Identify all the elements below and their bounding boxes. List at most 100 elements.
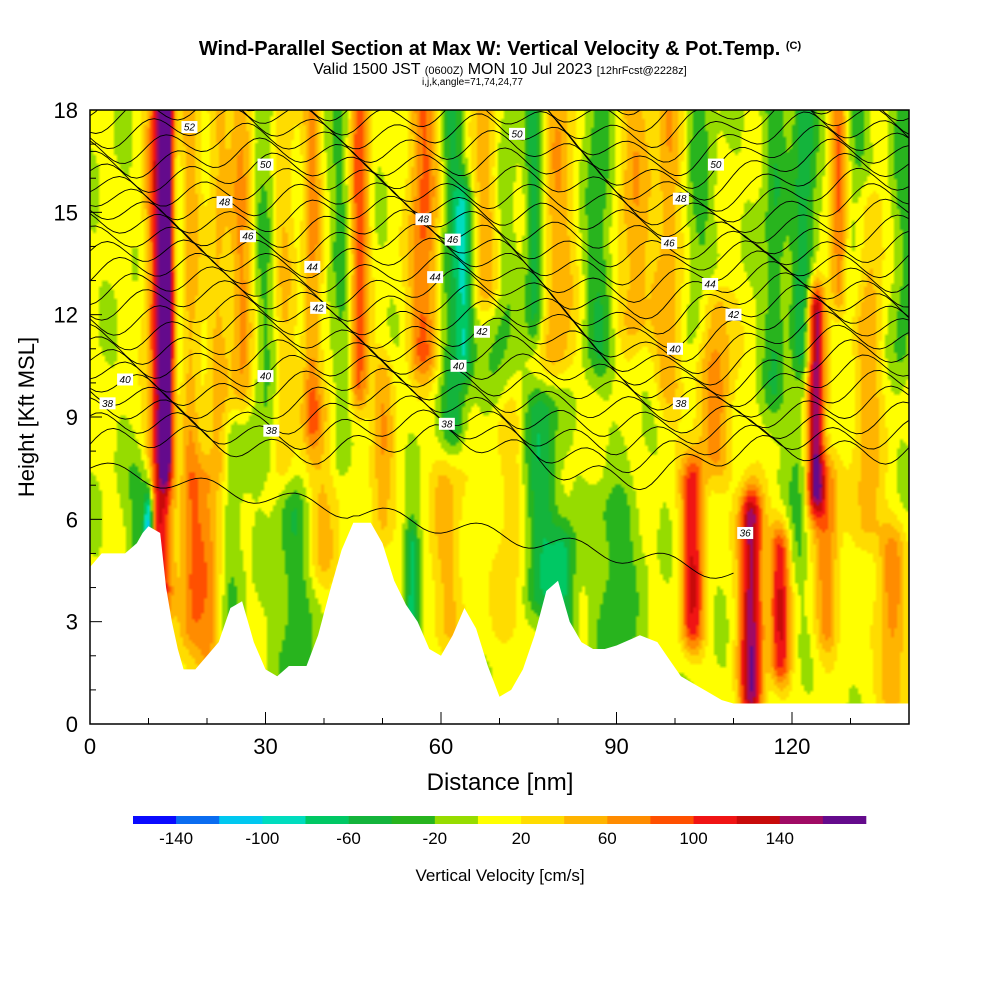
y-tick-label: 9	[66, 405, 78, 430]
theta-contour	[90, 339, 909, 399]
colorbar-segment	[219, 816, 263, 824]
x-tick-label: 90	[604, 734, 628, 759]
theta-label: 46	[661, 237, 678, 250]
theta-label: 38	[672, 397, 689, 410]
colorbar-segment	[607, 816, 651, 824]
svg-text:52: 52	[184, 123, 196, 134]
chart-subtitle: Valid 1500 JST (0600Z) MON 10 Jul 2023 […	[0, 61, 1000, 79]
theta-contour	[90, 409, 909, 474]
svg-text:50: 50	[511, 129, 523, 140]
y-axis-label: Height [Kft MSL]	[14, 337, 39, 497]
svg-text:42: 42	[728, 310, 740, 321]
theta-label: 42	[725, 308, 742, 321]
colorbar-segment	[305, 816, 349, 824]
theta-label: 50	[509, 127, 526, 140]
theta-contour	[90, 38, 909, 98]
colorbar-tick-label: -60	[336, 829, 361, 848]
theta-label: 42	[473, 325, 490, 338]
colorbar-segment	[650, 816, 694, 824]
svg-text:48: 48	[219, 198, 231, 209]
svg-text:36: 36	[740, 528, 752, 539]
valid-time: Valid 1500 JST	[313, 61, 421, 78]
colorbar: -140 -100 -60 -20 20 60 100 140	[133, 816, 867, 848]
x-tick-label: 30	[253, 734, 277, 759]
colorbar-tick-label: -20	[423, 829, 448, 848]
copyright-mark: (C)	[785, 40, 802, 52]
theta-contour	[90, 368, 909, 423]
theta-contour	[90, 11, 909, 64]
colorbar-segment	[391, 816, 436, 824]
x-tick-label: 120	[774, 734, 811, 759]
colorbar-segment	[779, 816, 824, 824]
colorbar-tick-label: 100	[679, 829, 707, 848]
theta-label: 48	[672, 192, 689, 205]
svg-text:38: 38	[266, 426, 278, 437]
theta-label: 40	[117, 373, 134, 386]
colorbar-segment	[176, 816, 220, 824]
theta-contour	[90, 280, 909, 349]
colorbar-segment	[348, 816, 393, 824]
theta-contour	[90, 195, 909, 249]
theta-label: 40	[667, 342, 683, 355]
y-tick-label: 12	[54, 303, 78, 328]
theta-contour	[90, 323, 909, 386]
theta-contour	[90, 294, 909, 362]
colorbar-segment	[822, 816, 867, 824]
terrain-mask	[90, 522, 909, 724]
theta-contour	[90, 209, 909, 268]
theta-labels: 52 50 48 46 44 42 40 40 38 38 48 46 44 42 40 38 50 50 48 46…	[99, 121, 754, 539]
colorbar-tick-label: 60	[598, 829, 617, 848]
y-tick-label: 3	[66, 610, 78, 635]
theta-label: 40	[257, 370, 274, 383]
theta-label: 48	[415, 213, 432, 226]
colorbar-tick-label: -140	[159, 829, 193, 848]
colorbar-tick-label: -100	[245, 829, 279, 848]
svg-text:38: 38	[441, 419, 453, 430]
svg-text:46: 46	[664, 239, 676, 250]
colorbar-tick-label: 140	[766, 829, 794, 848]
theta-label: 44	[427, 271, 444, 284]
forecast-info: [12hrFcst@2228z]	[596, 65, 687, 77]
theta-label: 48	[216, 196, 233, 209]
theta-label: 44	[702, 277, 719, 290]
colorbar-segment	[564, 816, 608, 824]
theta-contour	[90, 122, 909, 189]
colorbar-segment	[693, 816, 737, 824]
colorbar-segment	[477, 816, 522, 824]
svg-text:42: 42	[313, 303, 325, 314]
svg-text:46: 46	[447, 235, 459, 246]
x-tick-label: 60	[429, 734, 453, 759]
x-tick-label: 0	[84, 734, 96, 759]
svg-text:46: 46	[242, 232, 254, 243]
y-tick-label: 6	[66, 507, 78, 532]
y-tick-label: 18	[54, 98, 78, 123]
y-tick-label: 15	[54, 200, 78, 225]
svg-text:48: 48	[418, 215, 430, 226]
theta-label: 36	[737, 526, 754, 539]
theta-contour	[90, 252, 909, 320]
colorbar-label: Vertical Velocity [cm/s]	[415, 866, 584, 885]
y-axis: 0 3 6 9 12 15 18	[54, 98, 102, 737]
colorbar-tick-label: 20	[512, 829, 531, 848]
theta-contour	[90, 237, 909, 303]
chart-title: Wind-Parallel Section at Max W: Vertical…	[198, 38, 802, 60]
theta-contour	[90, 110, 909, 163]
theta-label: 38	[438, 417, 455, 430]
svg-text:40: 40	[453, 361, 465, 372]
theta-label: 50	[707, 158, 724, 171]
colorbar-segment	[133, 816, 177, 824]
theta-contour	[90, 354, 909, 411]
theta-label: 38	[263, 424, 280, 437]
theta-label: 46	[239, 230, 256, 243]
theta-label: 52	[181, 121, 198, 134]
theta-contour	[90, 152, 909, 213]
svg-text:48: 48	[675, 194, 687, 205]
theta-label: 38	[99, 397, 116, 410]
theta-contour	[90, 309, 909, 375]
theta-contour	[90, 223, 909, 286]
theta-contour	[90, 395, 909, 456]
theta-label: 42	[310, 301, 327, 314]
colorbar-segment	[521, 816, 565, 824]
